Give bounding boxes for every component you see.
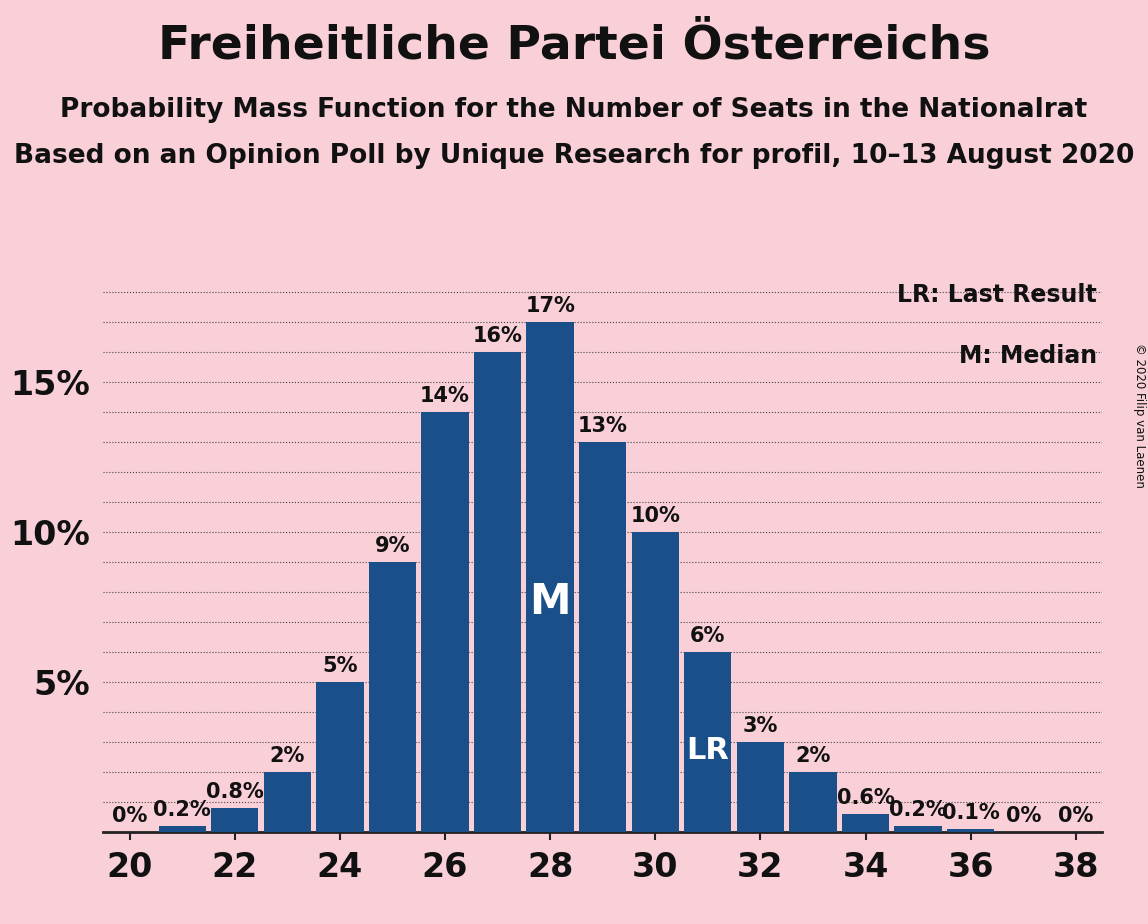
Text: 16%: 16%: [473, 326, 522, 346]
Bar: [264, 772, 311, 832]
Text: 17%: 17%: [525, 297, 575, 316]
Text: 5%: 5%: [323, 656, 358, 675]
Bar: [316, 682, 364, 832]
Bar: [684, 651, 731, 832]
Text: © 2020 Filip van Laenen: © 2020 Filip van Laenen: [1133, 344, 1146, 488]
Text: 13%: 13%: [577, 416, 628, 436]
Text: 14%: 14%: [420, 386, 470, 406]
Text: 0%: 0%: [111, 806, 147, 826]
Text: Probability Mass Function for the Number of Seats in the Nationalrat: Probability Mass Function for the Number…: [61, 97, 1087, 123]
Text: Based on an Opinion Poll by Unique Research for profil, 10–13 August 2020: Based on an Opinion Poll by Unique Resea…: [14, 143, 1134, 169]
Text: 0.6%: 0.6%: [837, 787, 894, 808]
Bar: [579, 442, 627, 832]
Text: M: Median: M: Median: [959, 344, 1097, 368]
Text: 2%: 2%: [270, 746, 305, 766]
Text: M: M: [529, 581, 571, 624]
Bar: [527, 322, 574, 832]
Bar: [841, 814, 890, 832]
Text: 0%: 0%: [1058, 806, 1094, 826]
Text: Freiheitliche Partei Österreichs: Freiheitliche Partei Österreichs: [157, 23, 991, 68]
Bar: [211, 808, 258, 832]
Text: 0.8%: 0.8%: [205, 782, 264, 802]
Bar: [631, 532, 678, 832]
Bar: [369, 562, 416, 832]
Text: 0.2%: 0.2%: [154, 799, 211, 820]
Text: 9%: 9%: [374, 536, 410, 556]
Text: 0%: 0%: [1006, 806, 1041, 826]
Bar: [947, 829, 994, 832]
Text: 0.1%: 0.1%: [941, 803, 1000, 822]
Bar: [790, 772, 837, 832]
Text: 6%: 6%: [690, 626, 726, 646]
Text: LR: LR: [687, 736, 729, 765]
Bar: [158, 826, 205, 832]
Text: 10%: 10%: [630, 506, 681, 526]
Text: 2%: 2%: [796, 746, 831, 766]
Text: 0.2%: 0.2%: [890, 799, 947, 820]
Text: 3%: 3%: [743, 716, 778, 736]
Bar: [421, 412, 468, 832]
Text: LR: Last Result: LR: Last Result: [898, 283, 1097, 307]
Bar: [894, 826, 941, 832]
Bar: [737, 742, 784, 832]
Bar: [474, 352, 521, 832]
